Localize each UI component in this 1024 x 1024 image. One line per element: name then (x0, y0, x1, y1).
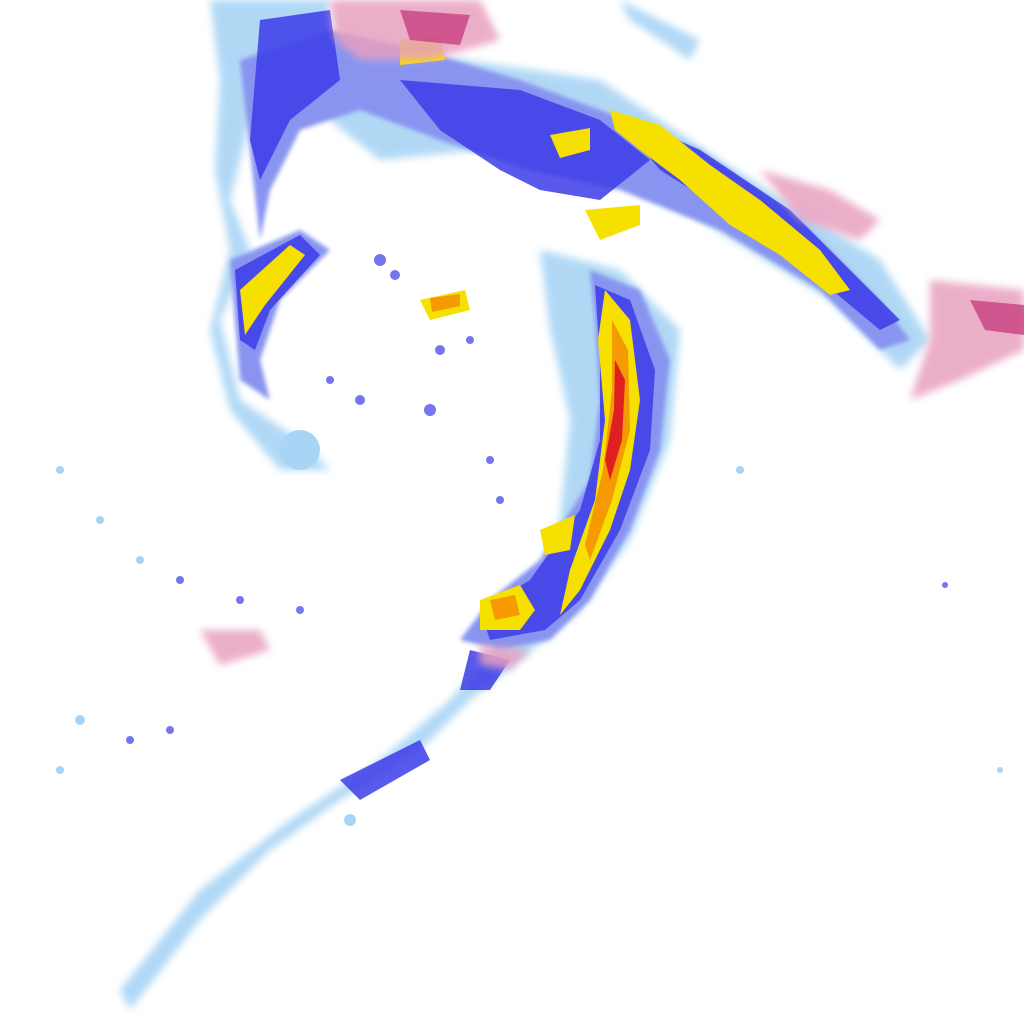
light-showers-layer (56, 430, 1003, 826)
scattered-showers-layer (126, 254, 948, 744)
mixed-precip-heavy-layer (400, 10, 1024, 335)
extreme-rain-layer (605, 360, 625, 480)
